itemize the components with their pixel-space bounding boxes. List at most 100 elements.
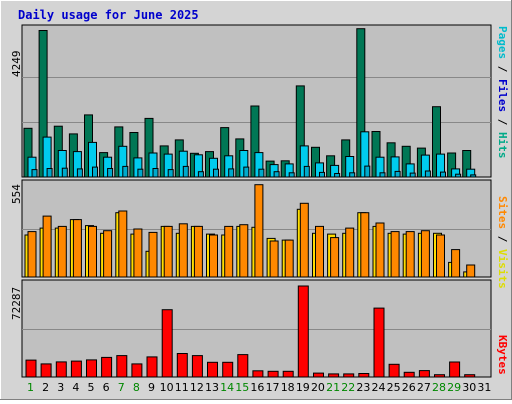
sites-ymax-label: 554: [10, 184, 23, 204]
day-label-26: 26: [401, 381, 416, 394]
sites-legend: Sites / Visits: [496, 196, 509, 289]
bar-kbytes-day-30: [464, 374, 476, 378]
bar-pages-day-22: [349, 172, 356, 178]
bar-kbytes-day-22: [343, 373, 355, 378]
day-label-2: 2: [42, 381, 50, 394]
chart-title: Daily usage for June 2025: [18, 8, 199, 22]
day-label-30: 30: [462, 381, 477, 394]
bar-sites-day-27: [420, 230, 430, 278]
bar-sites-day-5: [88, 225, 97, 278]
day-label-13: 13: [205, 381, 220, 394]
bar-pages-day-14: [228, 168, 235, 178]
bar-kbytes-day-8: [131, 363, 143, 378]
day-label-10: 10: [159, 381, 174, 394]
legend-visits: Visits: [496, 249, 509, 289]
day-label-3: 3: [57, 381, 65, 394]
bar-kbytes-day-6: [101, 356, 113, 378]
bar-kbytes-day-25: [388, 363, 400, 378]
bar-pages-day-20: [319, 171, 325, 178]
legend-sites: Sites: [496, 196, 509, 230]
bar-kbytes-day-10: [161, 309, 173, 378]
bar-pages-day-9: [152, 168, 159, 178]
legend-pages: Pages: [496, 26, 509, 60]
bar-sites-day-13: [209, 234, 218, 278]
bar-kbytes-day-17: [267, 370, 279, 378]
day-label-14: 14: [220, 381, 235, 394]
bar-kbytes-day-23: [358, 373, 370, 378]
bar-sites-day-6: [103, 230, 113, 278]
bar-pages-day-13: [213, 168, 219, 178]
kbytes-ymax-label: 72287: [10, 286, 23, 320]
bar-pages-day-6: [107, 168, 114, 178]
bar-pages-day-1: [31, 169, 38, 178]
day-label-17: 17: [265, 381, 280, 394]
bar-sites-day-8: [133, 228, 143, 278]
day-label-22: 22: [341, 381, 356, 394]
bar-sites-day-4: [72, 219, 82, 278]
bar-sites-day-1: [27, 231, 37, 278]
bar-sites-day-22: [345, 227, 355, 278]
bar-kbytes-day-18: [282, 370, 294, 378]
bar-kbytes-day-15: [237, 354, 249, 378]
bar-sites-day-2: [42, 215, 52, 278]
bar-kbytes-day-19: [297, 285, 309, 378]
bar-kbytes-day-13: [207, 361, 218, 378]
bar-kbytes-day-7: [116, 355, 128, 378]
day-label-25: 25: [386, 381, 401, 394]
legend-sep-3: /: [496, 229, 509, 249]
hits-legend: Pages / Files / Hits: [496, 26, 509, 159]
legend-hits: Hits: [496, 132, 509, 159]
bar-pages-day-3: [61, 167, 68, 178]
bar-sites-day-17: [269, 240, 279, 278]
bar-sites-day-19: [299, 202, 309, 278]
day-label-24: 24: [371, 381, 386, 394]
bar-pages-day-25: [394, 170, 401, 178]
bar-sites-day-20: [315, 225, 324, 278]
day-label-9: 9: [148, 381, 156, 394]
bar-sites-day-12: [193, 225, 203, 278]
bar-pages-day-16: [258, 168, 265, 178]
bar-kbytes-day-9: [146, 356, 158, 378]
bar-pages-day-7: [122, 165, 129, 178]
bar-pages-day-28: [440, 171, 446, 178]
bar-sites-day-23: [360, 212, 370, 278]
bar-pages-day-2: [46, 168, 53, 178]
bar-kbytes-day-28: [434, 374, 445, 378]
bar-pages-day-15: [243, 166, 250, 178]
bar-pages-day-19: [303, 165, 310, 178]
bar-sites-day-15: [239, 224, 249, 278]
bar-pages-day-26: [409, 172, 416, 178]
bar-kbytes-day-11: [176, 353, 188, 378]
bar-sites-day-26: [405, 231, 415, 278]
bar-kbytes-day-2: [40, 363, 52, 378]
day-label-15: 15: [235, 381, 250, 394]
bar-pages-day-30: [470, 174, 477, 178]
bar-pages-day-12: [197, 171, 204, 178]
bar-sites-day-9: [148, 231, 158, 278]
day-label-23: 23: [356, 381, 371, 394]
bar-pages-day-11: [182, 165, 189, 178]
bar-sites-day-21: [330, 237, 340, 278]
bar-sites-day-14: [224, 225, 234, 278]
day-label-27: 27: [416, 381, 431, 394]
day-label-12: 12: [189, 381, 204, 394]
bar-pages-day-18: [288, 172, 295, 178]
bar-kbytes-day-20: [313, 372, 324, 378]
kbytes-plot-area: [21, 279, 492, 378]
bar-sites-day-16: [254, 184, 264, 278]
bar-sites-day-10: [163, 225, 173, 278]
day-label-28: 28: [431, 381, 446, 394]
day-label-29: 29: [447, 381, 462, 394]
bar-pages-day-10: [167, 169, 174, 178]
bar-pages-day-8: [137, 168, 144, 178]
bar-kbytes-day-21: [328, 373, 340, 378]
kbytes-legend: KBytes: [496, 335, 509, 375]
bar-sites-day-24: [375, 222, 385, 278]
bar-sites-day-3: [57, 225, 67, 278]
bar-kbytes-day-14: [222, 361, 234, 378]
bar-pages-day-29: [455, 173, 462, 178]
legend-files: Files: [496, 79, 509, 113]
bar-kbytes-day-27: [418, 370, 430, 378]
day-label-19: 19: [295, 381, 310, 394]
